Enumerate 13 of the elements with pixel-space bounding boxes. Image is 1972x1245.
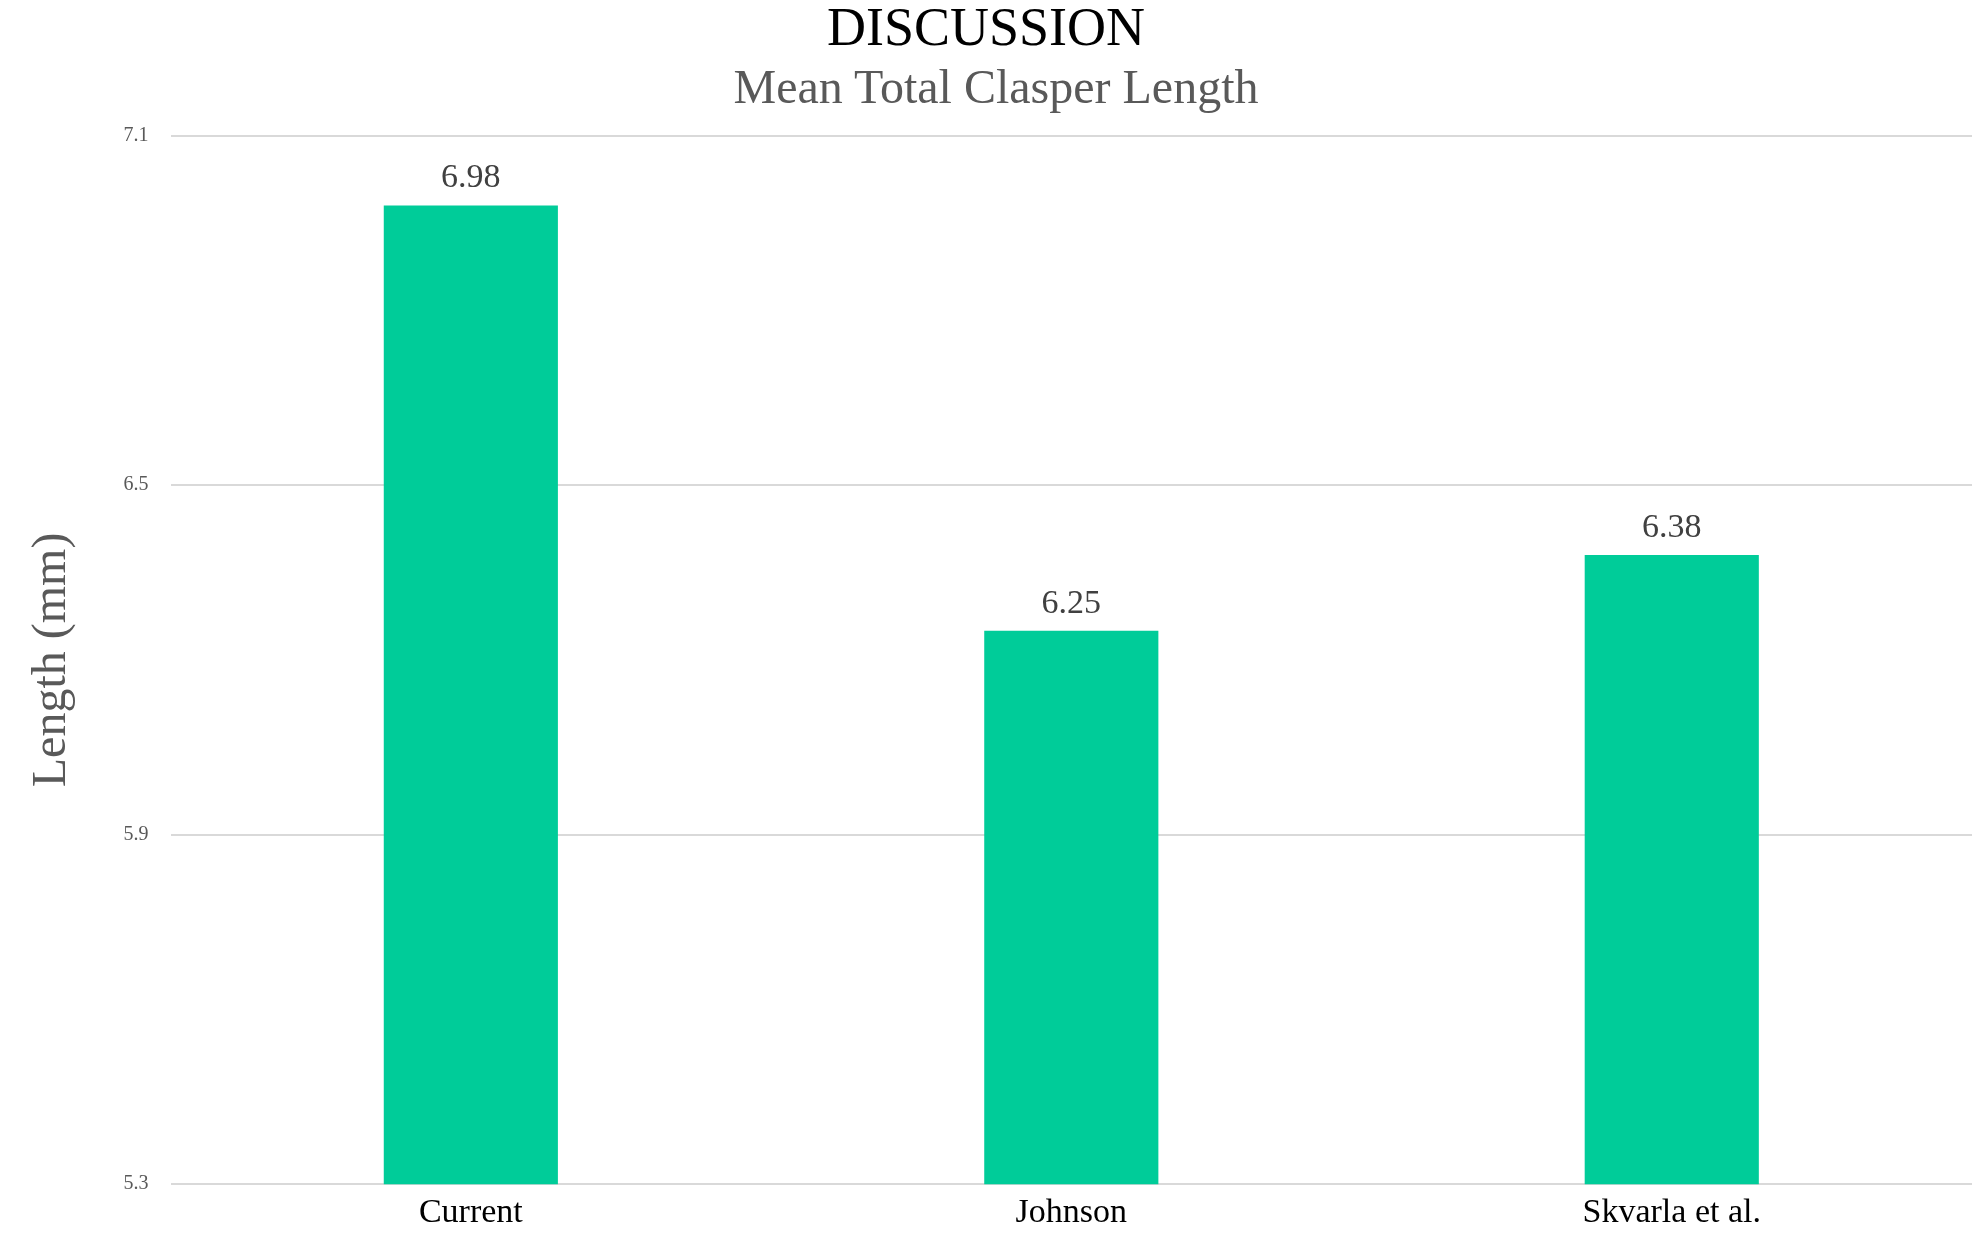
text: DISCUSSION — [826, 0, 1146, 58]
data-label: 6.25 — [1041, 582, 1102, 620]
data-label: 6.38 — [1642, 506, 1702, 544]
data-label: 6.98 — [441, 157, 501, 195]
x-tick-label: Skvarla et al. — [1582, 1191, 1761, 1229]
y-axis-title: Length (mm) — [22, 532, 77, 788]
chart-title: Mean Total Clasper Length — [733, 60, 1259, 114]
y-tick-label: 5.3 — [123, 1171, 149, 1194]
y-tick-label: 5.9 — [123, 821, 149, 844]
x-tick-label: Johnson — [1015, 1191, 1128, 1229]
x-tick-label: Current — [418, 1191, 524, 1229]
y-tick-label: 6.5 — [123, 472, 149, 495]
y-tick-label: 7.1 — [123, 122, 149, 145]
